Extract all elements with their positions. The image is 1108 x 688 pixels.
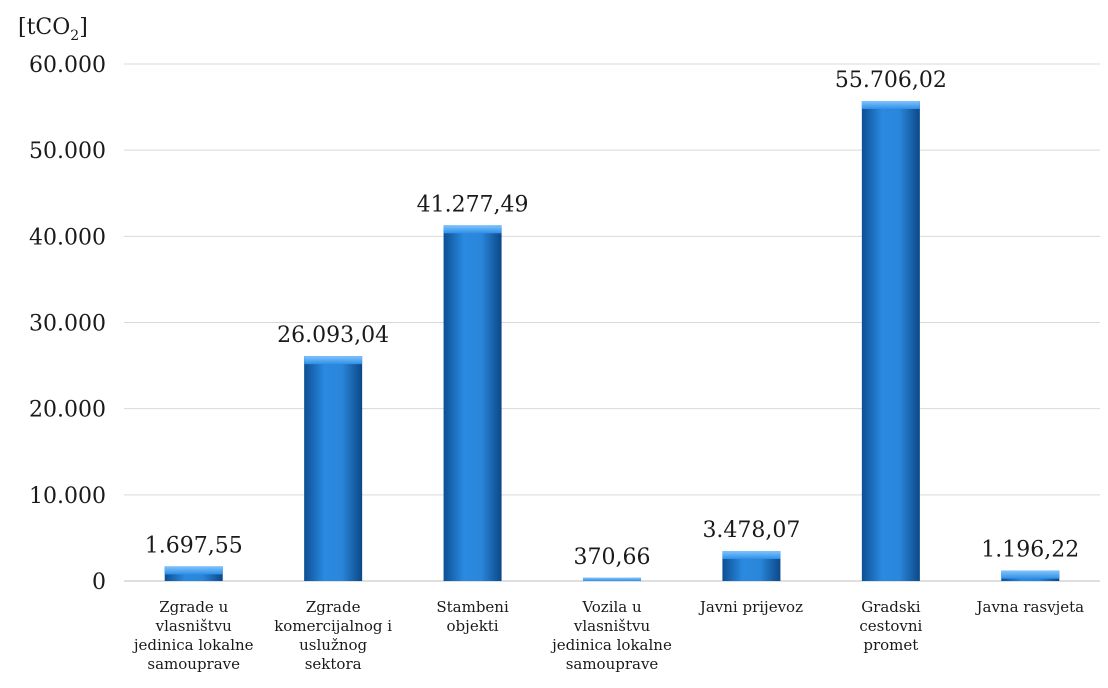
unit-prefix: [tCO: [18, 15, 70, 40]
data-label: 1.196,22: [981, 538, 1079, 563]
x-tick-label-line: Gradski: [861, 598, 920, 616]
bar: [443, 225, 502, 581]
x-tick-label-line: Zgrade u: [159, 598, 228, 616]
x-tick-label-line: vlasništvu: [573, 617, 651, 635]
y-tick-label: 20.000: [29, 398, 106, 423]
x-tick-label: Stambeni objekti: [436, 598, 509, 635]
x-tick-label-line: promet: [863, 636, 918, 654]
x-tick-label-line: uslužnog: [299, 636, 367, 654]
x-tick-label-line: Vozila u: [581, 598, 642, 616]
x-tick-label-line: Javna rasvjeta: [974, 598, 1084, 616]
x-tick-label-line: Zgrade: [306, 598, 361, 616]
bar-cap: [583, 577, 641, 581]
y-tick-label: 60.000: [29, 53, 106, 78]
data-label: 41.277,49: [417, 192, 529, 217]
bar-cap: [722, 551, 781, 560]
x-tick-label-line: samouprave: [147, 655, 240, 673]
x-tick-label-line: Javni prijevoz: [698, 598, 803, 616]
y-tick-label: 50.000: [29, 139, 106, 164]
data-label: 3.478,07: [702, 518, 800, 543]
x-tick-label-line: jedinica lokalne: [132, 636, 254, 654]
bars: [164, 100, 1060, 582]
x-tick-label-line: sektora: [305, 655, 362, 673]
y-tick-label: 30.000: [29, 312, 106, 337]
x-tick-label: Gradski cestovni promet: [859, 598, 922, 654]
data-label: 370,66: [574, 545, 651, 570]
y-tick-label: 10.000: [29, 484, 106, 509]
y-axis-unit-label: [tCO2]: [18, 15, 88, 44]
x-tick-label-line: komercijalnog i: [274, 617, 392, 635]
bar-cap: [443, 225, 502, 234]
bar-cap: [861, 100, 920, 109]
bar-cap: [1001, 570, 1060, 579]
data-label: 26.093,04: [277, 323, 389, 348]
x-tick-label-line: Stambeni: [436, 598, 509, 616]
labels: [tCO2] 0 10.000 20.000 30.000 40.000 50.000 60.…: [18, 15, 1084, 673]
data-label: 55.706,02: [835, 68, 947, 93]
x-tick-label-line: cestovni: [859, 617, 922, 635]
gridlines: [124, 63, 1100, 582]
x-tick-label-line: samouprave: [566, 655, 659, 673]
bar-cap: [304, 356, 363, 365]
x-tick-label: Javni prijevoz: [698, 598, 803, 616]
x-tick-label-line: jedinica lokalne: [550, 636, 672, 654]
x-tick-label: Vozila u vlasništvu jedinica lokalne samoup…: [550, 598, 672, 673]
bar-cap: [164, 566, 223, 575]
y-tick-label: 0: [92, 570, 106, 595]
x-tick-label-line: vlasništvu: [155, 617, 233, 635]
x-tick-label: Zgrade komercijalnog i uslužnog sektora: [274, 598, 392, 673]
data-label: 1.697,55: [145, 533, 243, 558]
unit-subscript: 2: [70, 28, 79, 44]
unit-suffix: ]: [79, 15, 88, 40]
bar: [304, 356, 363, 581]
x-tick-label: Javna rasvjeta: [974, 598, 1084, 616]
x-tick-label-line: objekti: [447, 617, 499, 635]
x-tick-label: Zgrade u vlasništvu jedinica lokalne samoup…: [132, 598, 254, 673]
bar: [861, 100, 920, 582]
y-tick-label: 40.000: [29, 225, 106, 250]
